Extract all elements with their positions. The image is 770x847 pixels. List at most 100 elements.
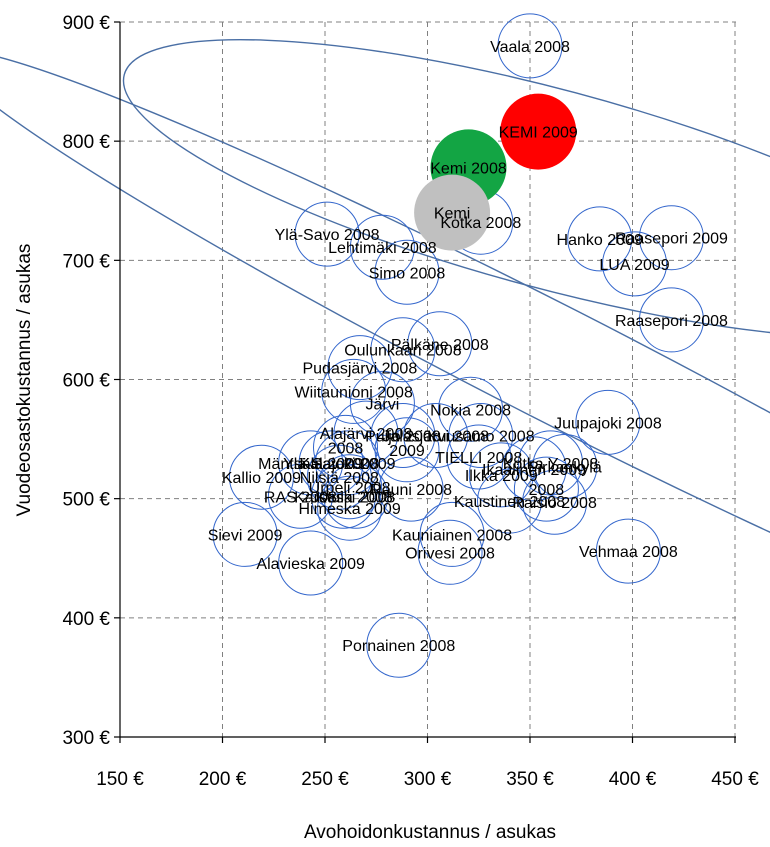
bubble-label: Ikaalinen 2009 — [482, 462, 586, 479]
axes — [114, 21, 736, 743]
y-tick-label: 800 € — [62, 132, 110, 153]
bubble-label: Orivesi 2008 — [405, 545, 495, 562]
bubble-label: Hanko 2009 — [557, 232, 643, 249]
bubble-label: Nokia 2008 — [430, 402, 511, 419]
grid-lines — [119, 21, 736, 738]
y-tick-label: 300 € — [62, 728, 110, 749]
bubble-label: Vehmaa 2008 — [579, 544, 678, 561]
bubble — [575, 389, 641, 455]
bubble-label: Raasepori 2008 — [615, 313, 728, 330]
bubble — [323, 463, 389, 529]
bubble — [638, 287, 704, 353]
bubble-label: Ilkka 2009 — [465, 468, 538, 485]
bubble-label: KEMI 2009 — [499, 125, 578, 142]
bubble-label: Vaala 2008 — [490, 39, 570, 56]
bubble — [212, 501, 278, 567]
bubble-label: 2008 — [529, 482, 565, 499]
bubble — [313, 414, 378, 480]
data-bubbles — [212, 13, 704, 678]
bubble-label: Wiitaunioni 2008 — [295, 384, 413, 401]
bubble-label: TIELLI 2008 — [435, 450, 522, 467]
trend-ellipses — [0, 39, 770, 674]
bubble-label: Kuusamo 2008 — [427, 429, 535, 446]
bubble-label: Ylä-Savo 2008 — [275, 227, 380, 244]
bubble-label: Mäntsälä 2009 — [258, 456, 363, 473]
bubble-label: Kotka 2008 — [440, 215, 521, 232]
bubble — [602, 231, 668, 297]
bubble-label: Pornainen 2008 — [342, 638, 455, 655]
bubble-label: Nilsiä 2008 — [300, 470, 379, 487]
bubble-label: Kemi 2008 — [430, 160, 507, 177]
bubble-label: Simo 2008 — [369, 265, 446, 282]
bubble — [497, 13, 563, 79]
x-tick-label: 200 € — [199, 769, 247, 790]
y-tick-label: 400 € — [62, 609, 110, 630]
bubble-label: Sievi 2009 — [208, 527, 283, 544]
bubble-label: Kauniainen 2008 — [392, 527, 512, 544]
bubble — [315, 430, 381, 496]
bubble-label: Pudasjärvi 2008 — [302, 361, 417, 378]
y-tick-label: 700 € — [62, 251, 110, 272]
bubble-label: 2009 — [389, 443, 425, 460]
x-tick-label: 450 € — [711, 769, 759, 790]
bubble-label: Rauni 2008 — [370, 482, 452, 499]
bubble-label: RAS 2008 — [264, 489, 337, 506]
bubble — [321, 358, 387, 424]
bubble — [522, 469, 588, 535]
bubble — [327, 335, 393, 401]
bubble — [468, 442, 534, 508]
bubble — [403, 403, 469, 469]
bubble-label: Karstula 2008 — [294, 489, 393, 506]
bubble — [374, 417, 440, 483]
bubble-label: Keski 2008 — [316, 489, 395, 506]
bubble-label: Himeska 2009 — [298, 501, 400, 518]
y-axis-title: Vuodeosastokustannus / asukas — [14, 244, 35, 517]
bubble — [446, 424, 512, 490]
bubble — [501, 436, 567, 502]
bubble — [333, 400, 399, 466]
bubble — [349, 370, 415, 436]
bubble — [378, 456, 444, 522]
bubble — [407, 311, 473, 377]
trend-ellipse — [0, 49, 770, 674]
bubble-label: 2008 — [328, 440, 364, 457]
y-tick-label: 900 € — [62, 13, 110, 34]
bubble — [228, 444, 294, 510]
bubble — [317, 454, 383, 520]
bubble-label: Raasepori 2009 — [615, 231, 728, 248]
bubble-label: Kalajoki 2009 — [300, 456, 396, 473]
x-tick-labels: 150 € 200 € 250 € 300 € 350 € 400 € 450 € — [96, 769, 759, 790]
bubble-label: Puijo 2008 — [365, 429, 441, 446]
bubble-label: Jalasjärvi 2008 — [382, 429, 489, 446]
bubble-label: Oulunkaari 2008 — [344, 343, 462, 360]
bubble — [298, 430, 364, 496]
bubble-label: Alavieska 2009 — [256, 556, 365, 573]
bubble — [417, 519, 483, 585]
y-tick-label: 600 € — [62, 371, 110, 392]
bubble-label: Pälkäne 2008 — [391, 337, 489, 354]
bubble — [374, 239, 440, 305]
bubble — [500, 93, 577, 170]
bubble — [267, 463, 333, 529]
bubble — [638, 205, 704, 271]
bubble — [294, 201, 360, 267]
bubble — [370, 317, 436, 383]
bubble-label: Pirkankylä — [528, 459, 602, 476]
x-axis-title: Avohoidonkustannus / asukas — [304, 822, 556, 843]
bubble — [349, 214, 415, 280]
bubble — [477, 468, 542, 534]
bubble — [532, 433, 598, 499]
bubble-label: Ylä-Sav 2008 — [283, 456, 379, 473]
bubble-label: Kallio 2009 — [222, 470, 301, 487]
bubble-label: Juupajoki 2008 — [554, 415, 662, 432]
bubble-label: Raisio 2008 — [512, 495, 597, 512]
bubble-label: LUA 2009 — [599, 257, 669, 274]
bubble — [414, 174, 491, 251]
x-tick-label: 150 € — [96, 769, 144, 790]
bubble-label: Kotka Y 2008 — [503, 456, 599, 473]
bubble — [438, 376, 504, 442]
bubble — [567, 206, 633, 272]
x-tick-label: 350 € — [506, 769, 554, 790]
